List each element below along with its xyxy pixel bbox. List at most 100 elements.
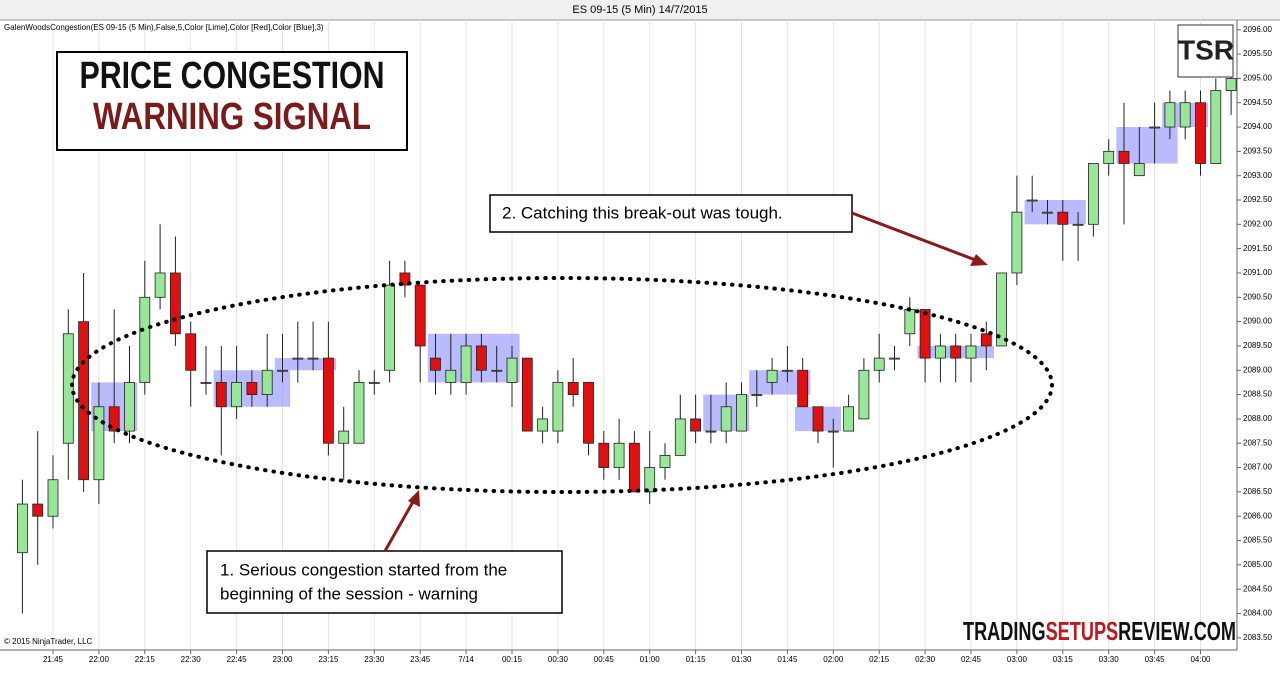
candle-body — [552, 382, 564, 432]
candle-body — [583, 382, 594, 444]
x-tick-label: 22:00 — [89, 655, 110, 664]
candle-body — [567, 382, 579, 395]
y-tick-label: 2087.50 — [1243, 438, 1272, 447]
candle-body — [751, 394, 763, 396]
callout-box — [206, 550, 563, 614]
indicator-label: GalenWoodsCongestion(ES 09-15 (5 Min),Fa… — [4, 23, 324, 32]
x-tick-label: 00:30 — [548, 655, 569, 664]
candle-body — [1195, 102, 1206, 164]
y-tick-label: 2084.50 — [1243, 584, 1272, 593]
x-tick-label: 03:00 — [1007, 655, 1028, 664]
candle-body — [1179, 102, 1191, 128]
candle-body — [414, 284, 426, 347]
candle-body — [261, 369, 273, 395]
y-tick-label: 2095.50 — [1243, 49, 1272, 58]
x-tick-label: 02:15 — [869, 655, 890, 664]
y-tick-label: 2085.50 — [1243, 536, 1272, 545]
headline-line: WARNING SIGNAL — [93, 96, 371, 138]
candle-body — [935, 345, 946, 359]
y-tick-label: 2088.00 — [1243, 414, 1272, 423]
candle-body — [62, 333, 74, 444]
x-tick-label: 00:45 — [594, 655, 615, 664]
candle-body — [307, 357, 319, 360]
candle-body — [782, 369, 793, 372]
x-tick-label: 22:30 — [181, 655, 202, 664]
candle-body — [598, 442, 610, 468]
candle-body — [521, 357, 533, 432]
candle-body — [445, 369, 457, 383]
arrow-head — [408, 490, 420, 507]
candle-body — [1149, 126, 1160, 129]
candle-body — [690, 418, 701, 432]
candle-body — [277, 369, 288, 372]
candle-body — [215, 382, 227, 408]
candle-body — [16, 503, 28, 554]
candle-body — [338, 430, 350, 444]
chart-title: ES 09-15 (5 Min) 14/7/2015 — [572, 4, 707, 16]
candle-body — [613, 442, 625, 468]
candle-body — [430, 357, 441, 371]
candle-body — [1103, 150, 1115, 164]
x-tick-label: 21:45 — [43, 655, 64, 664]
x-tick-label: 23:30 — [364, 655, 385, 664]
brand-part: TRADING — [963, 616, 1046, 646]
candle-body — [1133, 163, 1145, 177]
y-tick-label: 2086.50 — [1243, 487, 1272, 496]
candle-body — [384, 284, 396, 371]
headline-line: PRICE CONGESTION — [80, 55, 385, 97]
candle-body — [475, 345, 487, 371]
congestion-zone — [427, 333, 520, 383]
candle-body — [766, 369, 778, 383]
candle-body — [919, 309, 931, 359]
logo: TSR — [1178, 34, 1234, 65]
y-tick-label: 2090.50 — [1243, 292, 1272, 301]
callout-text: 1. Serious congestion started from the — [220, 560, 507, 579]
y-tick-label: 2094.00 — [1243, 122, 1272, 131]
candle-body — [1118, 150, 1130, 164]
candle-body — [827, 430, 839, 433]
x-tick-label: 03:45 — [1145, 655, 1166, 664]
copyright: © 2015 NinjaTrader, LLC — [4, 637, 93, 646]
candle-body — [124, 382, 135, 432]
candle-body — [537, 418, 548, 432]
candle-body — [1042, 211, 1053, 214]
y-tick-label: 2088.50 — [1243, 390, 1272, 399]
x-tick-label: 03:15 — [1053, 655, 1074, 664]
candle-body — [108, 406, 120, 432]
candle-body — [353, 382, 365, 444]
arrow — [851, 211, 979, 263]
candle-body — [292, 357, 304, 360]
candle-body — [460, 345, 472, 383]
candle-body — [200, 382, 212, 384]
y-tick-label: 2091.00 — [1243, 268, 1272, 277]
candle-body — [368, 382, 380, 384]
y-tick-label: 2083.50 — [1243, 633, 1272, 642]
candle-body — [1210, 90, 1222, 164]
y-tick-label: 2093.00 — [1243, 171, 1272, 180]
candle-body — [32, 503, 44, 517]
candles — [16, 66, 1237, 614]
candle-body — [399, 272, 411, 286]
candle-body — [843, 406, 854, 432]
x-tick-label: 23:15 — [318, 655, 339, 664]
candle-body — [629, 442, 640, 493]
candle-body — [812, 406, 824, 432]
candle-body — [1164, 102, 1176, 128]
x-tick-label: 01:15 — [686, 655, 707, 664]
candle-body — [1057, 211, 1069, 225]
callout-text: beginning of the session - warning — [220, 584, 478, 603]
x-tick-label: 02:45 — [961, 655, 982, 664]
y-tick-label: 2092.00 — [1243, 219, 1272, 228]
arrow-head — [970, 254, 988, 266]
y-tick-label: 2089.50 — [1243, 341, 1272, 350]
y-tick-label: 2085.00 — [1243, 560, 1272, 569]
candle-body — [965, 345, 977, 359]
y-tick-label: 2091.50 — [1243, 244, 1272, 253]
x-tick-label: 22:15 — [135, 655, 156, 664]
candle-body — [705, 430, 717, 433]
logo-box — [1177, 24, 1234, 78]
axes: 2083.50 2084.00 2084.50 2085.00 2085.50 2086.… — [43, 25, 1272, 664]
candle-body — [231, 382, 243, 408]
x-tick-label: 03:30 — [1099, 655, 1120, 664]
candle-body — [47, 479, 59, 517]
